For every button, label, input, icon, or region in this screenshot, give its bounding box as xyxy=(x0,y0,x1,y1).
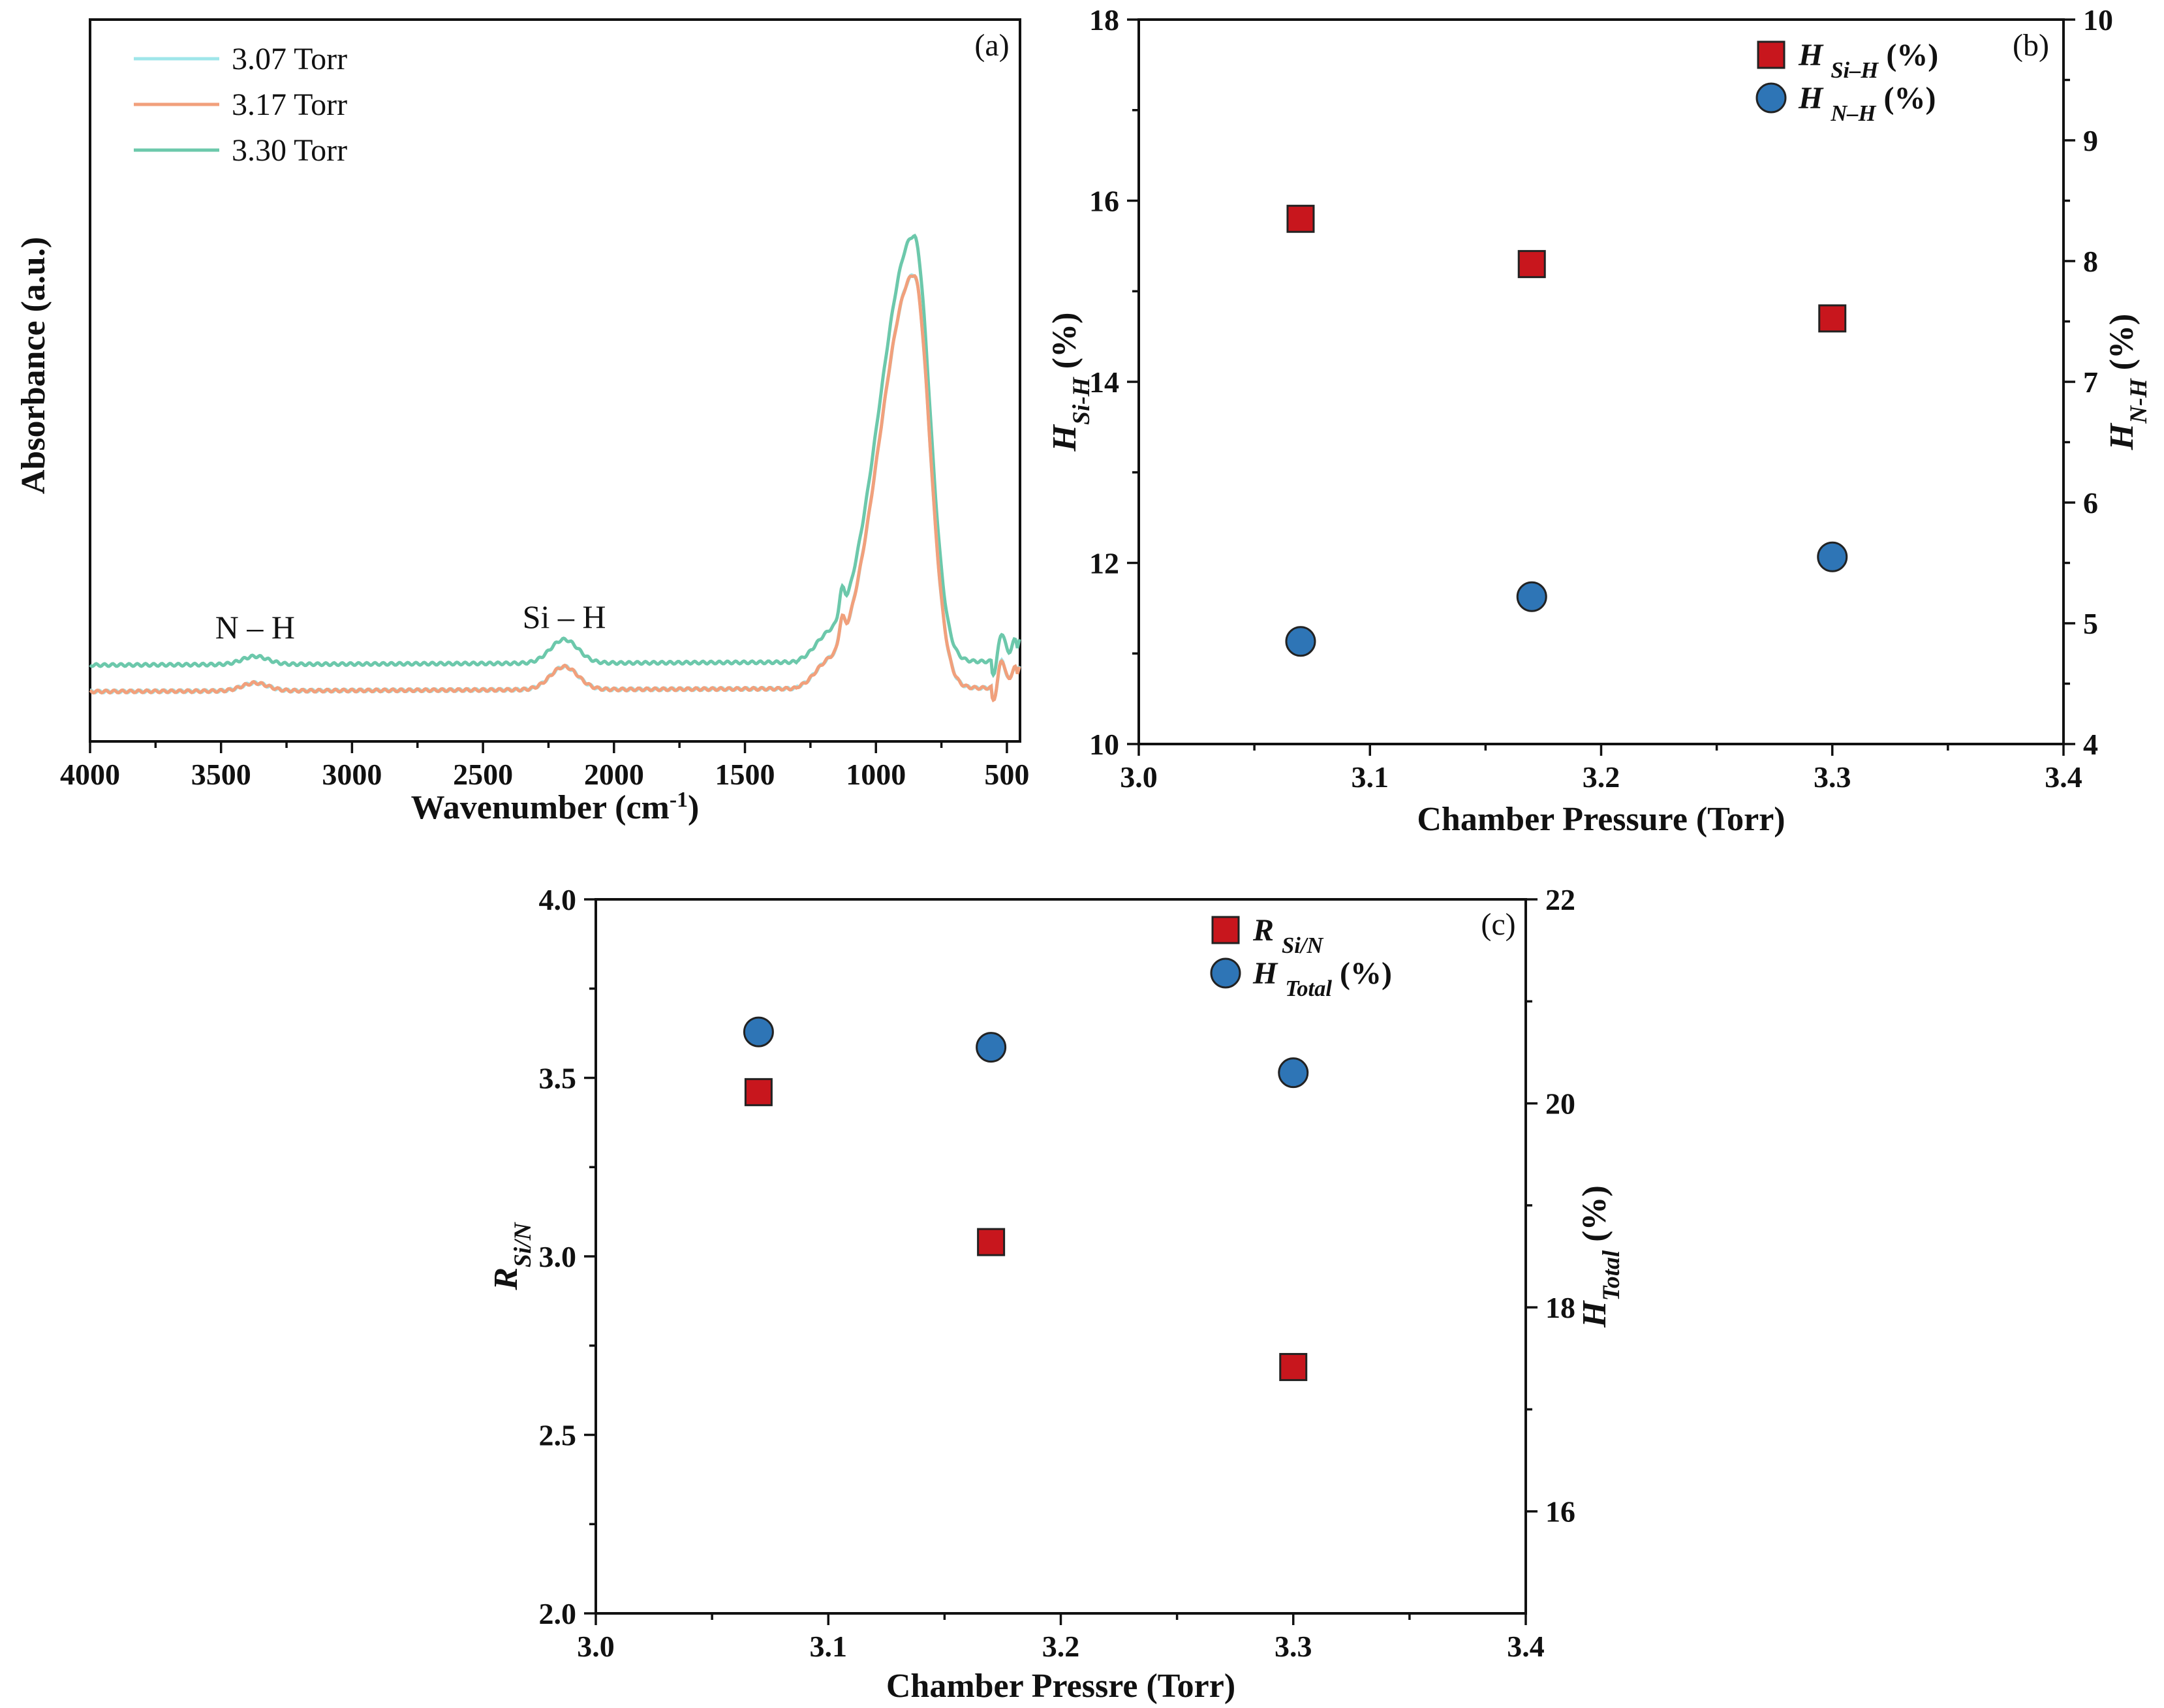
panel-a-x-tick-label: 1000 xyxy=(846,758,906,791)
legend-label: H N–H (%) xyxy=(1798,81,1936,126)
plot-frame xyxy=(595,898,1527,1615)
y-left-tick-label: 16 xyxy=(1089,185,1119,218)
y-left-axis-title: HSi-H (%) xyxy=(1046,313,1095,452)
y-right-tick-label: 4 xyxy=(2083,728,2098,761)
x-tick-label: 3.4 xyxy=(2045,760,2082,794)
data-point-square xyxy=(977,1228,1006,1256)
legend-swatch-square xyxy=(1757,40,1785,69)
y-left-tick-label: 3.5 xyxy=(539,1062,577,1095)
y-right-axis-title: HTotal (%) xyxy=(1576,1185,1625,1328)
panel-a-x-tick-label: 1500 xyxy=(715,758,775,791)
panel-a-peak-annotation: N – H xyxy=(215,609,295,645)
x-tick-label: 3.1 xyxy=(810,1630,848,1663)
data-point-square xyxy=(1286,204,1315,233)
panel-tag: (c) xyxy=(1481,907,1515,942)
y-left-tick-label: 2.0 xyxy=(539,1597,577,1630)
legend-swatch-circle xyxy=(1210,957,1241,989)
y-right-tick-label: 20 xyxy=(1545,1087,1575,1121)
panel-b: 3.0 3.1 3.2 3.3 3.4 10 12 14 16 18 4 5 6 7 8 9 10 Chamber… xyxy=(1046,3,2152,838)
x-tick-label: 3.2 xyxy=(1583,760,1620,794)
x-tick-label: 3.3 xyxy=(1814,760,1851,794)
panel-a-x-title: Wavenumber (cm-1) xyxy=(411,788,700,827)
panel-a-tag: (a) xyxy=(974,28,1009,63)
y-left-tick-label: 3.0 xyxy=(539,1240,577,1273)
y-left-tick-label: 4.0 xyxy=(539,883,577,916)
x-tick-label: 3.2 xyxy=(1042,1630,1080,1663)
x-axis-title: Chamber Pressre (Torr) xyxy=(886,1668,1235,1705)
data-point-circle xyxy=(1278,1057,1309,1089)
y-left-tick-label: 2.5 xyxy=(539,1419,577,1452)
legend-label: H Si–H (%) xyxy=(1798,38,1938,83)
data-point-circle xyxy=(1817,541,1848,572)
panel-a-legend-label: 3.17 Torr xyxy=(232,87,347,122)
legend-label: H Total (%) xyxy=(1252,956,1392,1001)
panel-a-x-tick-label: 500 xyxy=(984,758,1029,791)
panel-a-y-title: Absorbance (a.u.) xyxy=(15,237,52,494)
data-point-circle xyxy=(1285,626,1316,657)
panel-a-series-line xyxy=(89,273,1021,703)
data-point-circle xyxy=(743,1016,774,1048)
panel-a-legend-label: 3.07 Torr xyxy=(232,42,347,76)
data-point-square xyxy=(1517,250,1546,279)
y-left-tick-label: 14 xyxy=(1089,365,1119,399)
y-right-tick-label: 9 xyxy=(2083,124,2098,157)
data-point-square xyxy=(744,1078,773,1106)
panel-a-x-tick-label: 4000 xyxy=(60,758,120,791)
panel-a-legend-label: 3.30 Torr xyxy=(232,133,347,168)
panel-a: 4000 3500 3000 2500 2000 1500 1000 500 Wavenumbe… xyxy=(15,18,1029,827)
legend-swatch-circle xyxy=(1755,82,1787,114)
data-point-square xyxy=(1818,304,1847,333)
y-right-tick-label: 18 xyxy=(1545,1291,1575,1324)
panel-a-peak-annotation: Si – H xyxy=(523,598,606,635)
panel-a-x-tick-label: 2000 xyxy=(584,758,644,791)
y-left-tick-label: 12 xyxy=(1089,547,1119,580)
legend-swatch-square xyxy=(1211,916,1240,944)
y-right-tick-label: 10 xyxy=(2083,3,2113,37)
legend-label: R Si/N xyxy=(1252,913,1323,958)
x-tick-label: 3.4 xyxy=(1507,1630,1545,1663)
y-right-axis-title: HN-H (%) xyxy=(2103,314,2152,451)
y-right-tick-label: 8 xyxy=(2083,245,2098,278)
panel-a-series-line xyxy=(89,234,1021,678)
plot-frame xyxy=(1137,18,2065,745)
y-left-tick-label: 18 xyxy=(1089,3,1119,37)
data-point-circle xyxy=(976,1032,1007,1063)
x-tick-label: 3.1 xyxy=(1352,760,1389,794)
y-right-tick-label: 7 xyxy=(2083,365,2098,399)
panel-a-x-tick-label: 3000 xyxy=(322,758,382,791)
panel-a-x-tick-label: 3500 xyxy=(191,758,251,791)
panel-tag: (b) xyxy=(2013,28,2049,63)
data-point-square xyxy=(1279,1353,1308,1382)
x-tick-label: 3.0 xyxy=(577,1630,615,1663)
y-left-tick-label: 10 xyxy=(1089,728,1119,761)
y-right-tick-label: 5 xyxy=(2083,607,2098,640)
x-tick-label: 3.3 xyxy=(1275,1630,1312,1663)
y-right-tick-label: 22 xyxy=(1545,883,1575,916)
y-right-tick-label: 6 xyxy=(2083,486,2098,520)
y-left-axis-title: RSi/N xyxy=(487,1221,536,1290)
panel-a-frame xyxy=(89,18,1021,743)
x-tick-label: 3.0 xyxy=(1120,760,1158,794)
panel-a-x-tick-label: 2500 xyxy=(453,758,513,791)
panel-c: 3.0 3.1 3.2 3.3 3.4 2.0 2.5 3.0 3.5 4.0 16 18 20 22 Ch… xyxy=(487,883,1625,1705)
y-right-tick-label: 16 xyxy=(1545,1495,1575,1529)
data-point-circle xyxy=(1516,581,1547,612)
x-axis-title: Chamber Pressure (Torr) xyxy=(1417,801,1785,838)
